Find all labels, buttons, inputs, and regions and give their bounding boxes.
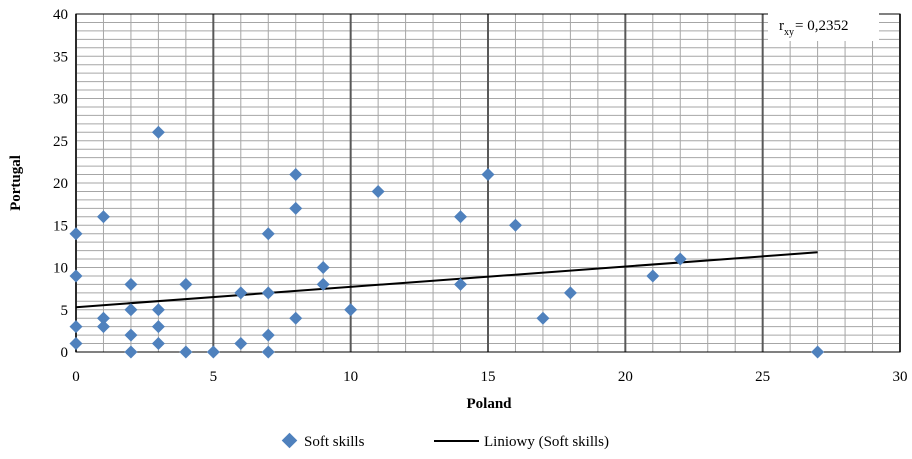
y-tick-label: 40 bbox=[53, 7, 68, 23]
data-point bbox=[69, 227, 83, 241]
data-point bbox=[206, 345, 220, 359]
x-tick-label: 10 bbox=[343, 369, 358, 385]
annotation-r-symbol: r bbox=[779, 18, 784, 34]
data-point bbox=[289, 311, 303, 325]
data-point bbox=[316, 277, 330, 291]
data-point bbox=[69, 320, 83, 334]
y-tick-label: 30 bbox=[53, 92, 68, 108]
data-point bbox=[316, 261, 330, 274]
y-tick-label: 15 bbox=[53, 218, 68, 234]
data-point bbox=[234, 337, 248, 351]
y-tick-label: 25 bbox=[53, 134, 68, 150]
data-point bbox=[289, 168, 303, 182]
legend: Soft skills Liniowy (Soft skills) bbox=[281, 432, 609, 450]
x-tick-label: 25 bbox=[755, 369, 770, 385]
x-tick-label: 0 bbox=[72, 369, 80, 385]
data-point bbox=[344, 303, 358, 317]
y-tick-label: 0 bbox=[61, 345, 69, 361]
data-point bbox=[646, 269, 660, 283]
data-point bbox=[261, 286, 275, 300]
x-tick-label: 20 bbox=[618, 369, 633, 385]
y-axis-title: Portugal bbox=[8, 155, 24, 211]
data-point bbox=[96, 311, 110, 325]
x-tick-label: 15 bbox=[481, 369, 496, 385]
data-point bbox=[481, 168, 495, 182]
data-point bbox=[454, 277, 468, 291]
data-point bbox=[454, 210, 468, 224]
x-tick-label: 5 bbox=[210, 369, 218, 385]
grid bbox=[75, 13, 901, 353]
data-point bbox=[536, 311, 550, 325]
x-tick-label: 30 bbox=[893, 369, 908, 385]
x-axis-title: Poland bbox=[466, 396, 512, 412]
data-point bbox=[69, 337, 83, 351]
y-tick-label: 5 bbox=[61, 303, 69, 319]
data-point bbox=[179, 277, 193, 291]
data-point bbox=[69, 269, 83, 283]
data-point bbox=[261, 227, 275, 241]
data-point bbox=[151, 303, 165, 317]
data-point bbox=[96, 320, 110, 334]
data-point bbox=[289, 201, 303, 215]
data-point bbox=[124, 345, 138, 359]
legend-marker-soft-skills bbox=[281, 432, 298, 449]
y-tick-label: 10 bbox=[53, 261, 68, 277]
data-point bbox=[151, 337, 165, 351]
x-axis-ticks: 0 5 10 15 20 25 30 bbox=[72, 369, 907, 385]
y-axis-ticks: 0 5 10 15 20 25 30 35 40 bbox=[53, 7, 68, 361]
correlation-annotation: rxy= 0,2352 bbox=[779, 18, 848, 38]
data-point bbox=[124, 303, 138, 317]
y-tick-label: 20 bbox=[53, 176, 68, 192]
data-point bbox=[261, 328, 275, 342]
annotation-r-subscript: xy bbox=[784, 27, 794, 38]
data-points bbox=[69, 125, 825, 359]
legend-label-trendline: Liniowy (Soft skills) bbox=[484, 434, 609, 450]
data-point bbox=[261, 345, 275, 359]
data-point bbox=[673, 252, 687, 266]
data-point bbox=[563, 286, 577, 300]
data-point bbox=[151, 320, 165, 334]
trendline bbox=[75, 251, 818, 309]
plot-frame bbox=[75, 13, 901, 353]
data-point bbox=[508, 218, 522, 232]
data-point bbox=[371, 184, 385, 198]
data-point bbox=[124, 277, 138, 291]
data-point bbox=[234, 286, 248, 300]
data-point bbox=[124, 328, 138, 342]
data-point bbox=[96, 210, 110, 224]
data-point bbox=[179, 345, 193, 359]
legend-label-soft-skills: Soft skills bbox=[304, 434, 365, 450]
annotation-value: = 0,2352 bbox=[795, 18, 848, 34]
y-tick-label: 35 bbox=[53, 49, 68, 65]
data-point bbox=[151, 125, 165, 139]
annotation-box bbox=[768, 9, 879, 41]
data-point bbox=[811, 345, 825, 359]
